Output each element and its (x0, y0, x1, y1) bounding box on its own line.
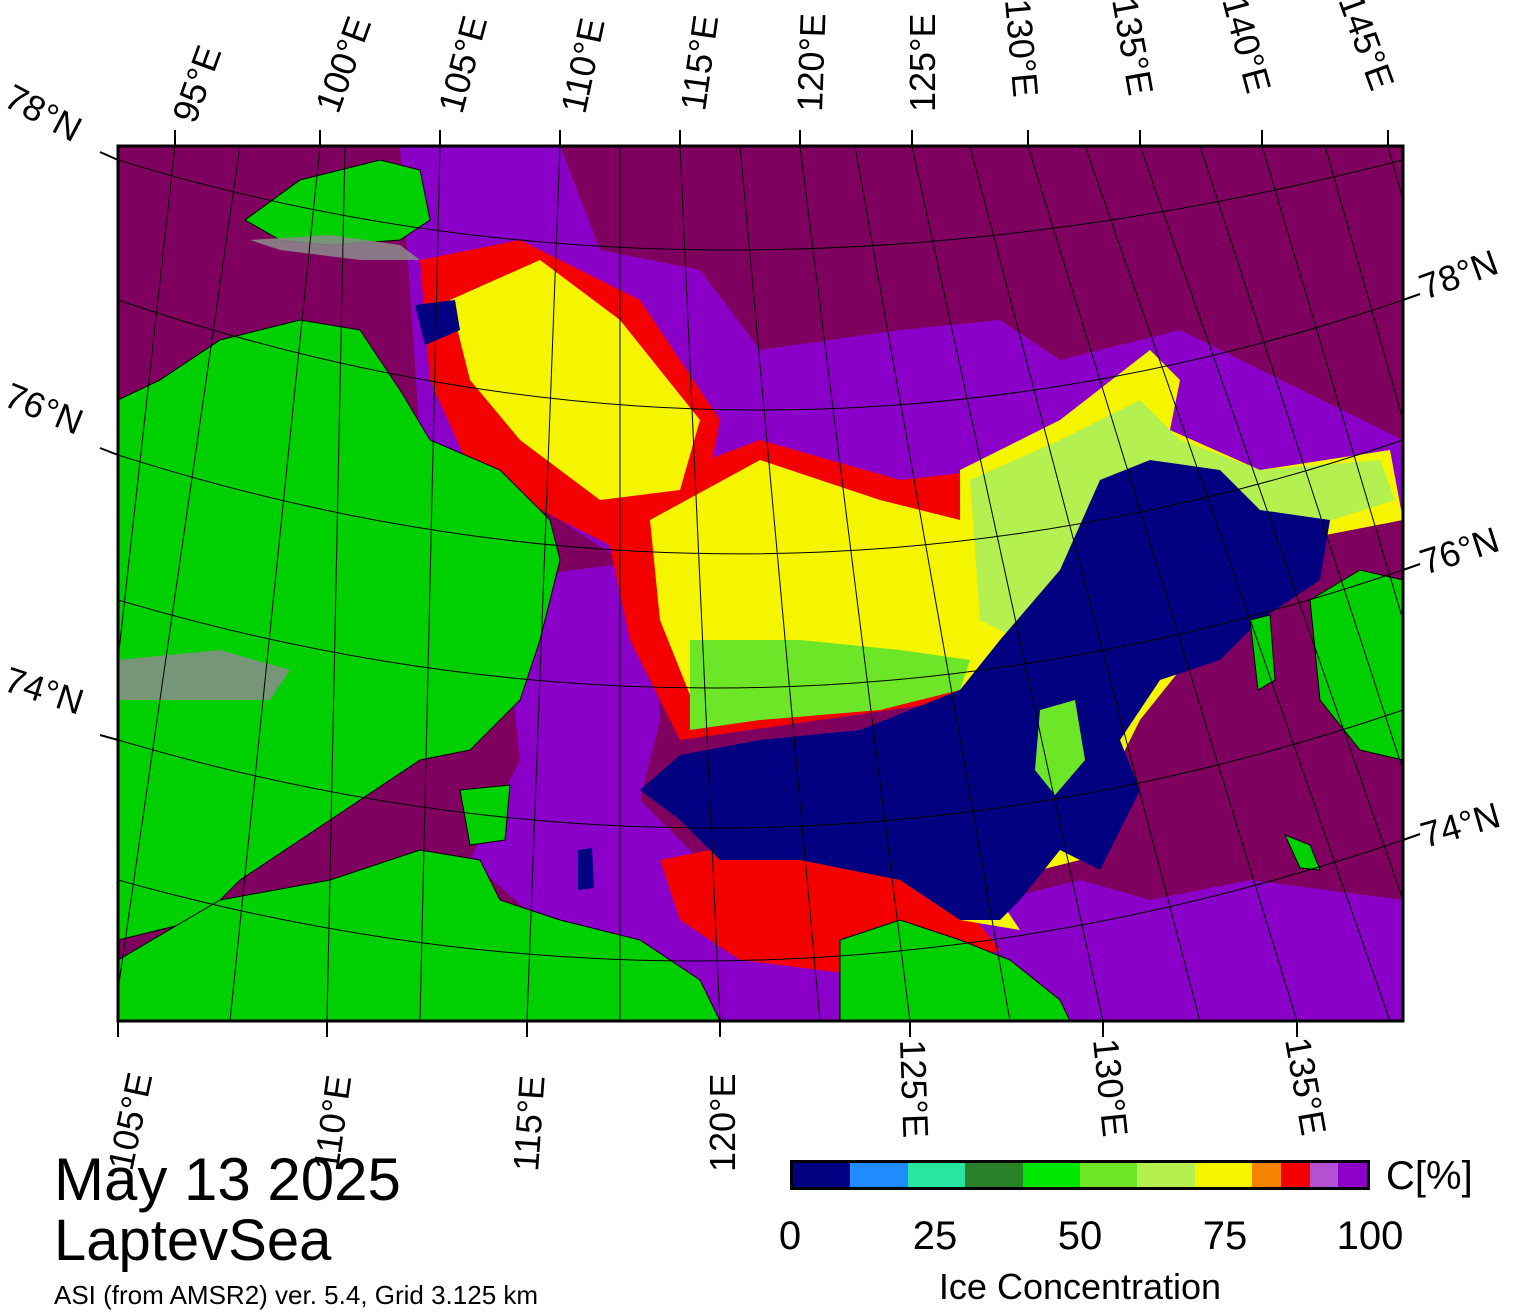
top-lon-label: 140°E (1214, 0, 1279, 97)
left-lat-label: 74°N (0, 659, 89, 723)
bottom-lon-label: 120°E (702, 1074, 743, 1172)
bottom-lon-label: 125°E (892, 1039, 936, 1139)
ice-70-80-west (450, 260, 700, 500)
legend-color-bar (790, 1160, 1370, 1190)
legend-bin (1252, 1163, 1281, 1187)
legend-bin (1309, 1163, 1339, 1187)
legend-title: Ice Concentration (938, 1266, 1222, 1307)
top-lon-label: 110°E (553, 14, 613, 116)
legend-bin (793, 1163, 851, 1187)
legend-bin (1194, 1163, 1253, 1187)
top-lon-label: 135°E (1104, 0, 1161, 98)
legend-bin (1080, 1163, 1138, 1187)
legend-tick: 100 (1336, 1214, 1404, 1258)
top-longitude-labels: 95°E 100°E 105°E 110°E 115°E 120°E 125°E… (164, 0, 1403, 128)
open-water-polynya (640, 460, 1330, 920)
legend-tick: 25 (912, 1214, 958, 1258)
ice-patch-in-polynya (1035, 700, 1085, 795)
top-lon-label: 120°E (789, 12, 833, 112)
coastal-shelf-patch-north (250, 235, 420, 260)
legend-bin (907, 1163, 966, 1187)
map-area (118, 146, 1403, 1021)
legend-unit: C[%] (1386, 1154, 1473, 1198)
taymyr-peninsula-land (118, 319, 561, 941)
right-latitude-labels: 78°N 76°N 74°N (1414, 241, 1505, 855)
date-title: May 13 2025 (54, 1146, 401, 1213)
legend-bin (1022, 1163, 1081, 1187)
legend-bin (1137, 1163, 1195, 1187)
siberian-coast-land-west (118, 849, 721, 1021)
legend-bin (850, 1163, 908, 1187)
bottom-lon-label: 130°E (1085, 1037, 1136, 1139)
graticule-parallels (118, 159, 1403, 962)
bottom-lon-label: 115°E (505, 1074, 553, 1172)
coastal-shelf-patch (118, 650, 290, 700)
legend-tick: 0 (778, 1214, 802, 1258)
right-lat-label: 78°N (1414, 241, 1504, 307)
new-siberian-islands-land (1309, 569, 1403, 761)
top-lon-label: 95°E (164, 40, 229, 128)
left-lat-label: 78°N (0, 76, 89, 150)
open-water-small-northwest (415, 300, 460, 345)
small-island-southeast (1284, 834, 1321, 871)
region-title: LaptevSea (54, 1208, 332, 1273)
map-frame (116, 144, 1405, 1023)
legend-tick: 50 (1057, 1214, 1103, 1258)
lena-delta-land (839, 919, 1071, 1021)
legend-tick: 75 (1202, 1214, 1248, 1258)
bottom-longitude-labels: 105°E 110°E 115°E 120°E 125°E 130°E 135°… (100, 1034, 1335, 1173)
left-latitude-labels: 78°N 76°N 74°N (0, 76, 89, 723)
top-lon-label: 100°E (307, 11, 379, 118)
small-island-east (1249, 614, 1276, 691)
top-lon-label: 105°E (430, 11, 495, 117)
right-lat-label: 76°N (1415, 519, 1504, 583)
open-water-small-south (578, 848, 594, 890)
top-lon-label: 130°E (997, 0, 1046, 99)
graticule-meridians (118, 146, 1403, 1021)
frame-ticks (99, 130, 1421, 1037)
product-note: ASI (from AMSR2) ver. 5.4, Grid 3.125 km (54, 1280, 539, 1310)
right-lat-label: 74°N (1416, 794, 1505, 856)
top-lon-label: 125°E (902, 14, 943, 112)
bottom-lon-label: 135°E (1277, 1034, 1334, 1138)
left-lat-label: 76°N (0, 374, 89, 442)
top-lon-label: 115°E (672, 13, 726, 114)
legend-bin (1280, 1163, 1310, 1187)
top-lon-label: 145°E (1330, 0, 1402, 95)
legend-bin (965, 1163, 1023, 1187)
legend-bin (1338, 1163, 1368, 1187)
